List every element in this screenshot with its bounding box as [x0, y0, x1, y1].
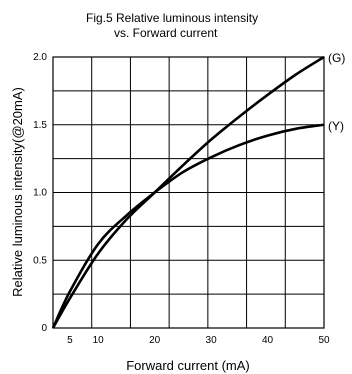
y-tick-label: 1.5 — [33, 120, 47, 131]
series-line-y — [51, 123, 325, 329]
y-axis-label: Relative luminous intensity(@20mA) — [10, 87, 25, 297]
plot-frame — [52, 56, 325, 329]
tick-labels: 5 10 20 30 40 50 0 0.5 1.0 1.5 2.0 — [33, 52, 330, 346]
series-label-y: (Y) — [328, 119, 344, 133]
x-tick-label: 10 — [93, 335, 105, 346]
series-label-g: (G) — [328, 51, 345, 65]
x-tick-label: 40 — [262, 335, 274, 346]
series-line-g — [51, 55, 325, 329]
x-tick-label: 50 — [318, 335, 330, 346]
chart-title-line2: vs. Forward current — [114, 26, 218, 40]
series-lines — [51, 55, 325, 329]
x-axis-label: Forward current (mA) — [126, 358, 250, 373]
x-tick-label: 5 — [67, 335, 73, 346]
chart-title-line1: Fig.5 Relative luminous intensity — [86, 11, 258, 25]
y-tick-label: 0.5 — [33, 255, 47, 266]
grid — [53, 57, 324, 328]
y-tick-label: 1.0 — [33, 188, 47, 199]
y-tick-label: 2.0 — [33, 52, 47, 63]
x-tick-label: 20 — [149, 335, 161, 346]
x-tick-label: 30 — [206, 335, 218, 346]
series-labels: (G) (Y) — [328, 51, 345, 133]
y-tick-label: 0 — [41, 323, 47, 334]
